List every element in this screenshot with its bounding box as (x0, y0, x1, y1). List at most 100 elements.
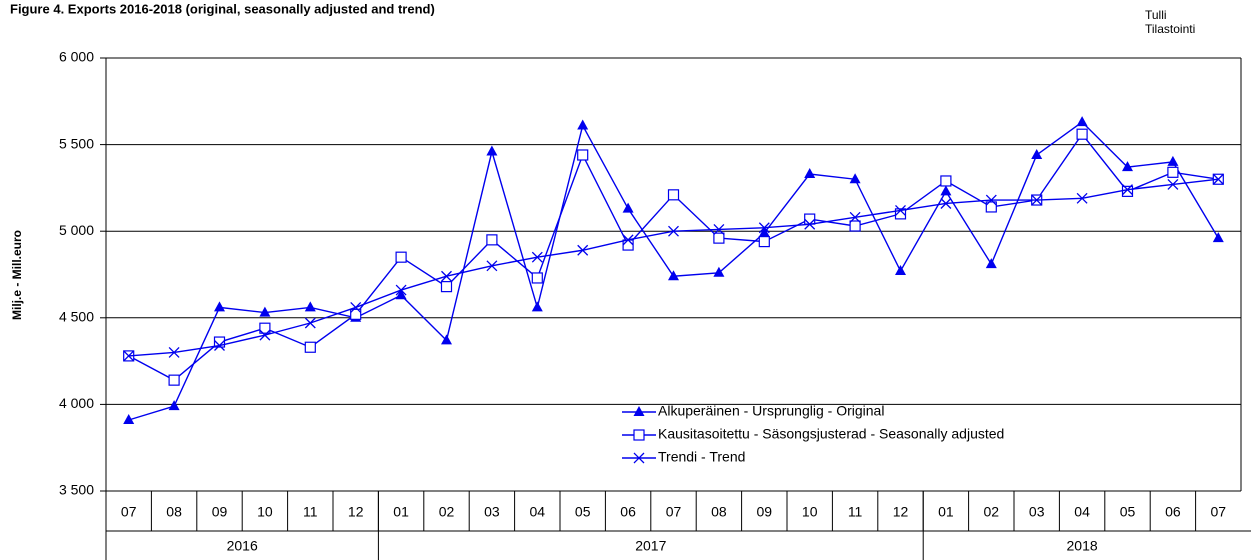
point (441, 270, 452, 282)
x-tick-label: 03 (484, 504, 500, 520)
point (395, 289, 407, 300)
x-tick-label: 06 (620, 504, 636, 520)
point (395, 251, 407, 263)
point (531, 251, 543, 263)
point (1031, 148, 1043, 159)
point (123, 350, 135, 362)
point (486, 145, 498, 156)
legend-marker (633, 452, 645, 464)
point (168, 400, 180, 411)
x-tick-label: 10 (802, 504, 818, 520)
y-tick-label: 5 000 (59, 222, 94, 238)
point (849, 173, 861, 184)
point (1167, 166, 1179, 178)
y-tick-label: 6 000 (59, 49, 94, 65)
point (577, 149, 589, 161)
legend-label: Alkuperäinen - Ursprunglig - Original (658, 403, 884, 419)
y-tick-label: 3 500 (59, 482, 94, 498)
point (1031, 194, 1043, 206)
point (259, 329, 271, 341)
point (758, 235, 770, 248)
point (440, 281, 453, 293)
point (713, 266, 725, 277)
point (668, 270, 679, 281)
point (304, 341, 316, 353)
point (804, 218, 816, 230)
point (1167, 155, 1179, 166)
year-label: 2016 (227, 538, 258, 554)
x-tick-label: 01 (393, 504, 409, 520)
x-tick-label: 05 (1120, 504, 1136, 520)
point (1076, 116, 1088, 127)
point (849, 211, 861, 223)
point (259, 306, 271, 317)
point (667, 189, 680, 201)
point (713, 232, 725, 244)
point (531, 272, 543, 284)
legend-marker (633, 406, 645, 416)
point (849, 220, 861, 232)
point (940, 185, 952, 196)
point (1212, 173, 1224, 185)
point (1122, 161, 1133, 172)
series-line (128, 133, 1219, 381)
x-tick-label: 08 (711, 504, 727, 520)
source: Tulli (1145, 8, 1167, 22)
y-tick-label: 4 000 (59, 395, 94, 411)
point (1212, 232, 1224, 243)
chart-title: Figure 4. Exports 2016-2018 (original, s… (10, 1, 435, 16)
point (577, 244, 589, 256)
point (123, 413, 135, 424)
x-tick-label: 04 (530, 504, 546, 520)
point (622, 234, 634, 246)
point (441, 334, 452, 345)
series-line (128, 178, 1219, 357)
x-tick-label: 05 (575, 504, 591, 520)
point (486, 260, 498, 272)
y-tick-label: 5 500 (59, 135, 94, 151)
point (168, 346, 180, 358)
point (804, 168, 816, 179)
point (668, 225, 679, 237)
point (804, 213, 816, 225)
x-tick-label: 12 (348, 504, 364, 520)
point (1167, 178, 1179, 190)
point (895, 204, 906, 216)
x-tick-label: 01 (938, 504, 954, 520)
point (1076, 128, 1088, 140)
x-tick-label: 09 (757, 504, 773, 520)
point (758, 222, 770, 234)
point (985, 201, 997, 213)
point (304, 317, 316, 329)
point (758, 226, 770, 237)
x-tick-label: 02 (439, 504, 455, 520)
point (531, 301, 543, 312)
x-tick-label: 03 (1029, 504, 1045, 520)
point (985, 258, 997, 269)
point (1121, 185, 1134, 197)
year-label: 2018 (1067, 538, 1098, 554)
point (168, 374, 180, 386)
point (940, 198, 952, 209)
point (894, 208, 907, 220)
source: Tilastointi (1145, 22, 1195, 36)
point (1122, 184, 1133, 196)
x-tick-label: 10 (257, 504, 273, 520)
point (895, 265, 906, 276)
x-tick-label: 11 (303, 504, 318, 520)
point (304, 301, 316, 312)
point (622, 202, 634, 213)
point (214, 301, 225, 312)
x-tick-label: 07 (666, 504, 682, 520)
x-tick-label: 02 (984, 504, 1000, 520)
x-tick-label: 09 (212, 504, 228, 520)
point (577, 119, 589, 130)
point (622, 239, 634, 251)
point (713, 224, 725, 235)
x-tick-label: 04 (1074, 504, 1090, 520)
point (486, 234, 498, 246)
x-tick-label: 12 (893, 504, 909, 520)
x-tick-label: 08 (166, 504, 182, 520)
y-axis-label: Milj.e - Mill.euro (10, 230, 24, 320)
